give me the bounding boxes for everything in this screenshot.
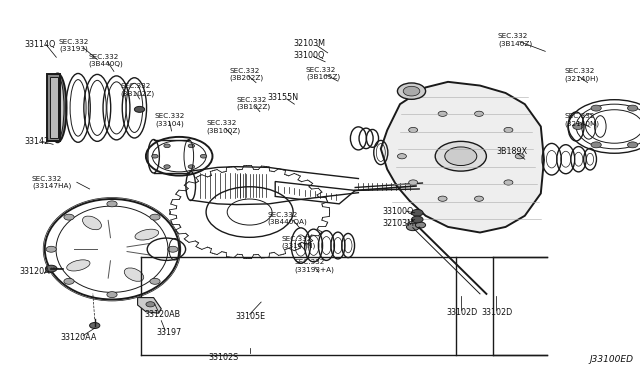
Text: SEC.332
(3B100Z): SEC.332 (3B100Z): [206, 121, 240, 134]
Circle shape: [504, 127, 513, 132]
Circle shape: [415, 222, 426, 228]
Circle shape: [46, 246, 56, 252]
Ellipse shape: [83, 216, 101, 230]
Text: 33100Q: 33100Q: [293, 51, 324, 60]
Text: 33120AA: 33120AA: [61, 333, 97, 342]
Circle shape: [474, 111, 483, 116]
Circle shape: [409, 127, 418, 132]
Text: SEC.332
(3B102Z): SEC.332 (3B102Z): [237, 97, 271, 110]
Circle shape: [150, 278, 160, 284]
Text: SEC.332
(3B440QA): SEC.332 (3B440QA): [268, 212, 307, 225]
Text: SEC.332
(33147N): SEC.332 (33147N): [282, 236, 316, 249]
Text: SEC.332
(3B202Z): SEC.332 (3B202Z): [229, 68, 263, 81]
Circle shape: [406, 223, 419, 231]
Text: 33102D: 33102D: [481, 308, 513, 317]
Circle shape: [397, 83, 426, 99]
Text: 33105E: 33105E: [236, 312, 266, 321]
Ellipse shape: [51, 76, 64, 140]
Circle shape: [403, 86, 420, 96]
Text: 3B189X: 3B189X: [496, 147, 527, 156]
Text: 33197: 33197: [156, 328, 181, 337]
Circle shape: [107, 292, 117, 298]
Text: SEC.332
(3B102Z): SEC.332 (3B102Z): [120, 83, 154, 97]
Circle shape: [591, 105, 602, 111]
Circle shape: [134, 106, 145, 112]
Text: SEC.332
(33104): SEC.332 (33104): [155, 113, 185, 126]
Text: 33102S: 33102S: [209, 353, 239, 362]
Circle shape: [168, 246, 178, 252]
Circle shape: [474, 196, 483, 201]
Text: SEC.332
(3B440Q): SEC.332 (3B440Q): [88, 54, 123, 67]
Text: 33155N: 33155N: [268, 93, 299, 102]
Circle shape: [627, 105, 637, 111]
Circle shape: [573, 124, 583, 129]
Circle shape: [90, 323, 100, 328]
Text: J33100ED: J33100ED: [589, 355, 634, 364]
Circle shape: [412, 209, 423, 216]
Circle shape: [515, 154, 524, 159]
Text: SEC.332
(33193): SEC.332 (33193): [59, 39, 89, 52]
Ellipse shape: [124, 268, 144, 281]
Text: 33100Q: 33100Q: [383, 207, 414, 216]
Circle shape: [45, 265, 57, 272]
Text: 32103M: 32103M: [293, 39, 325, 48]
Text: SEC.332
(32140M): SEC.332 (32140M): [564, 113, 600, 126]
Circle shape: [164, 165, 170, 169]
Text: 32103M: 32103M: [383, 219, 415, 228]
Circle shape: [200, 154, 207, 158]
Circle shape: [591, 142, 602, 148]
Text: 33114Q: 33114Q: [24, 40, 56, 49]
Circle shape: [188, 144, 195, 148]
Circle shape: [438, 111, 447, 116]
Circle shape: [64, 214, 74, 220]
Text: SEC.332
(33147HA): SEC.332 (33147HA): [32, 176, 71, 189]
Text: 33142: 33142: [24, 137, 49, 146]
Circle shape: [146, 302, 155, 307]
Text: 33120A: 33120A: [19, 267, 50, 276]
Polygon shape: [138, 298, 161, 313]
Circle shape: [445, 147, 477, 166]
Polygon shape: [381, 82, 544, 232]
Circle shape: [412, 216, 423, 223]
Circle shape: [438, 196, 447, 201]
Circle shape: [397, 154, 406, 159]
Circle shape: [152, 154, 158, 158]
Bar: [47, 74, 60, 141]
Circle shape: [107, 201, 117, 207]
Ellipse shape: [67, 260, 90, 271]
Bar: [50, 77, 58, 138]
Circle shape: [188, 165, 195, 169]
Circle shape: [150, 214, 160, 220]
Text: 33102D: 33102D: [447, 308, 478, 317]
Text: SEC.332
(3B165Z): SEC.332 (3B165Z): [306, 67, 340, 80]
Text: SEC.332
(3B140Z): SEC.332 (3B140Z): [498, 33, 532, 47]
Circle shape: [64, 278, 74, 284]
Circle shape: [409, 180, 418, 185]
Circle shape: [435, 141, 486, 171]
Text: 33120AB: 33120AB: [144, 310, 180, 319]
Text: SEC.332
(32140H): SEC.332 (32140H): [564, 68, 599, 82]
Circle shape: [627, 142, 637, 148]
Ellipse shape: [49, 74, 67, 142]
Circle shape: [164, 144, 170, 148]
Text: SEC.332
(33193+A): SEC.332 (33193+A): [294, 259, 334, 273]
Circle shape: [504, 180, 513, 185]
Ellipse shape: [135, 229, 159, 240]
